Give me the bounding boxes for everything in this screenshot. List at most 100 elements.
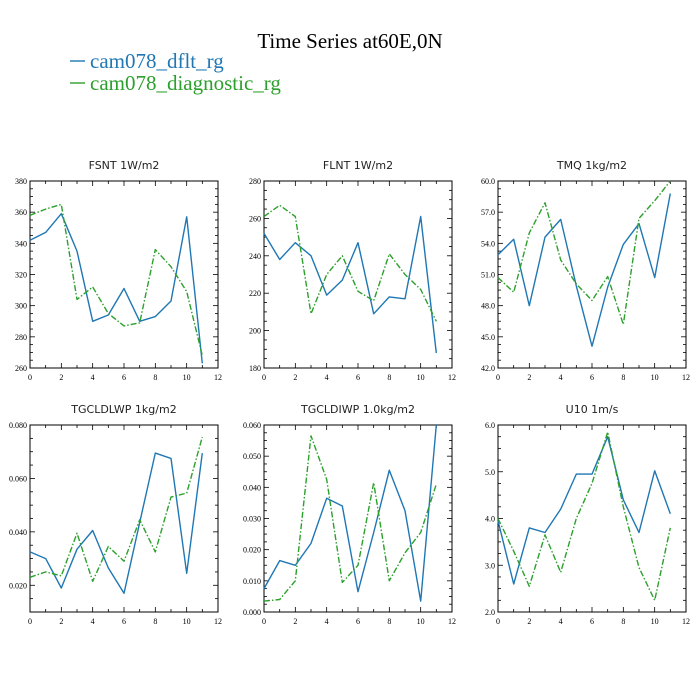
x-tick-label: 12 (682, 617, 690, 626)
y-tick-label: 240 (249, 252, 261, 261)
x-tick-label: 8 (153, 617, 157, 626)
series-line-cam078-dflt-rg (497, 436, 671, 585)
series-line-cam078-diagnostic-rg (29, 436, 203, 582)
x-tick-label: 2 (59, 373, 63, 382)
y-tick-label: 0.020 (9, 581, 27, 590)
x-tick-label: 8 (621, 373, 625, 382)
x-tick-label: 2 (59, 617, 63, 626)
series-line-cam078-diagnostic-rg (263, 435, 437, 602)
y-tick-label: 0.050 (243, 452, 261, 461)
x-tick-label: 6 (356, 373, 360, 382)
panel-grid: FSNT 1W/m20 2 4 6 8 10 12260280300320340360380… (9, 159, 690, 626)
plot-frame-tmq (497, 180, 687, 369)
y-tick-label: 0.020 (243, 546, 261, 555)
x-tick-label: 12 (448, 617, 456, 626)
x-tick-label: 8 (153, 373, 157, 382)
series-line-cam078-dflt-rg (263, 424, 437, 602)
y-tick-label: 5.0 (485, 468, 495, 477)
x-tick-label: 0 (28, 617, 32, 626)
x-tick-label: 2 (527, 373, 531, 382)
y-tick-label: 0.040 (9, 528, 27, 537)
y-tick-label: 340 (15, 239, 27, 248)
y-tick-label: 42.0 (481, 364, 495, 373)
y-tick-label: 48.0 (481, 302, 495, 311)
legend-label-dflt: cam078_dflt_rg (90, 49, 224, 73)
y-tick-label: 57.0 (481, 208, 495, 217)
x-tick-label: 12 (214, 617, 222, 626)
panel-title-tgcldiwp: TGCLDIWP 1.0kg/m2 (300, 403, 415, 416)
x-tick-label: 10 (417, 617, 425, 626)
x-tick-label: 10 (651, 617, 659, 626)
y-tick-label: 300 (15, 302, 27, 311)
panel-title-flnt: FLNT 1W/m2 (323, 159, 393, 172)
x-tick-label: 8 (387, 373, 391, 382)
y-tick-label: 45.0 (481, 333, 495, 342)
series-line-cam078-dflt-rg (263, 215, 437, 354)
x-tick-label: 6 (122, 373, 126, 382)
x-tick-label: 10 (651, 373, 659, 382)
y-tick-label: 2.0 (485, 608, 495, 617)
y-tick-label: 0.010 (243, 577, 261, 586)
x-tick-label: 10 (183, 617, 191, 626)
series-line-cam078-dflt-rg (497, 193, 671, 347)
y-tick-label: 60.0 (481, 177, 495, 186)
x-tick-label: 4 (325, 617, 329, 626)
panel-tgcldlwp: TGCLDLWP 1kg/m2 0 2 4 6 8 10 12 0.020 0.040 0.060 0… (9, 403, 222, 626)
legend-label-diagnostic: cam078_diagnostic_rg (90, 71, 281, 95)
x-tick-label: 6 (122, 617, 126, 626)
x-tick-label: 0 (28, 373, 32, 382)
y-tick-label: 0.040 (243, 483, 261, 492)
legend: cam078_dflt_rg cam078_diagnostic_rg (70, 49, 281, 95)
y-tick-label: 360 (15, 208, 27, 217)
x-tick-label: 0 (496, 373, 500, 382)
y-tick-label: 6.0 (485, 421, 495, 430)
panel-u10: U10 1m/s 0 2 4 6 8 10 12 2.0 3.0 4.0 5.0 6.0 (485, 403, 690, 626)
y-tick-label: 51.0 (481, 271, 495, 280)
x-tick-label: 10 (417, 373, 425, 382)
legend-entry-diagnostic: cam078_diagnostic_rg (70, 71, 281, 95)
y-tick-label: 3.0 (485, 561, 495, 570)
x-tick-label: 12 (448, 373, 456, 382)
y-tick-label: 260 (249, 214, 261, 223)
panel-title-tgcldlwp: TGCLDLWP 1kg/m2 (70, 403, 176, 416)
x-tick-label: 12 (682, 373, 690, 382)
series-line-cam078-diagnostic-rg (29, 203, 203, 356)
series-line-cam078-diagnostic-rg (497, 431, 671, 601)
series-line-cam078-diagnostic-rg (497, 180, 671, 326)
y-tick-label: 54.0 (481, 239, 495, 248)
panel-fsnt: FSNT 1W/m2 0 2 4 6 8 10 12 260 280 300 320 340 360 380 (15, 159, 222, 382)
series-line-cam078-dflt-rg (29, 212, 203, 364)
y-tick-label: 180 (249, 364, 261, 373)
y-tick-label: 4.0 (485, 515, 495, 524)
x-tick-label: 6 (590, 373, 594, 382)
x-tick-label: 12 (214, 373, 222, 382)
y-tick-label: 0.000 (243, 608, 261, 617)
y-tick-label: 0.030 (243, 515, 261, 524)
y-tick-label: 0.060 (9, 474, 27, 483)
x-tick-label: 6 (590, 617, 594, 626)
series-line-cam078-dflt-rg (29, 452, 203, 594)
panel-tgcldiwp: TGCLDIWP 1.0kg/m2 0 2 4 6 8 10 12 0.000 0.010 0.02… (243, 403, 456, 626)
x-tick-label: 4 (91, 617, 95, 626)
series-line-cam078-diagnostic-rg (263, 204, 437, 322)
figure-title: Time Series at60E,0N (257, 29, 442, 53)
x-tick-label: 0 (496, 617, 500, 626)
x-tick-label: 8 (387, 617, 391, 626)
x-tick-label: 2 (293, 373, 297, 382)
x-tick-label: 0 (262, 617, 266, 626)
x-tick-label: 2 (293, 617, 297, 626)
y-tick-label: 280 (15, 333, 27, 342)
y-tick-label: 280 (249, 177, 261, 186)
panel-title-u10: U10 1m/s (566, 403, 619, 416)
x-tick-label: 2 (527, 617, 531, 626)
y-tick-label: 380 (15, 177, 27, 186)
panel-tmq: TMQ 1kg/m2 0 2 4 6 8 10 12 42.0 45.0 48.0 51.0 54.0 5… (481, 159, 690, 382)
legend-entry-dflt: cam078_dflt_rg (70, 49, 224, 73)
panel-flnt: FLNT 1W/m2 0 2 4 6 8 10 12 180 200 220 240 260 280 (249, 159, 456, 382)
x-tick-label: 4 (91, 373, 95, 382)
y-tick-label: 260 (15, 364, 27, 373)
y-tick-label: 200 (249, 327, 261, 336)
panel-title-tmq: TMQ 1kg/m2 (556, 159, 627, 172)
x-tick-label: 4 (325, 373, 329, 382)
